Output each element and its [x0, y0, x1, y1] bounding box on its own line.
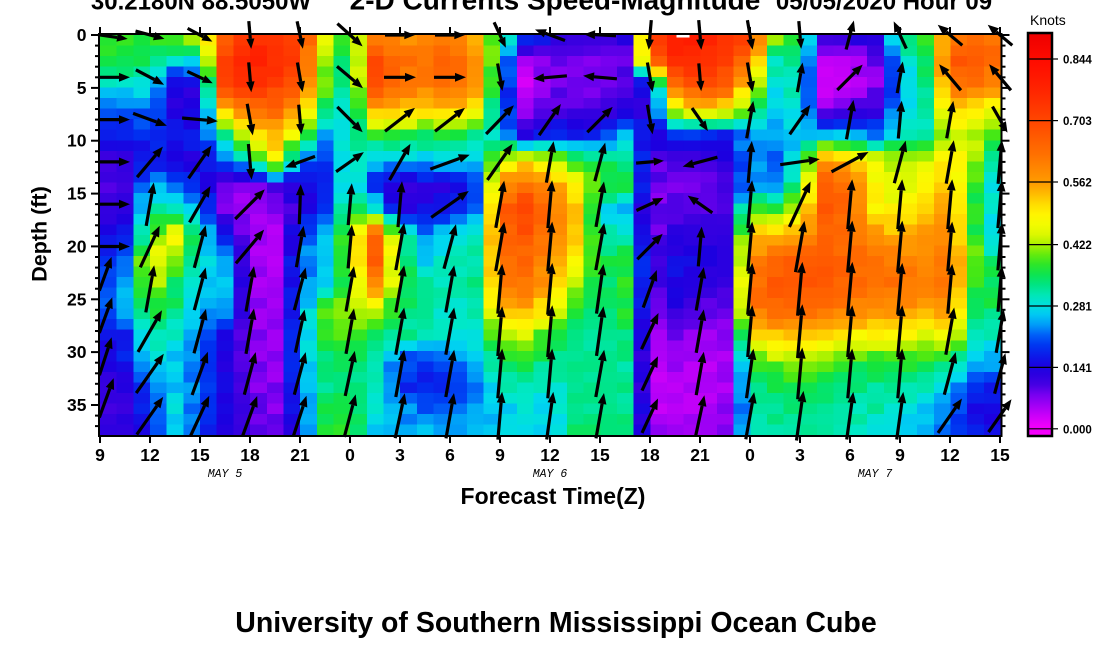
svg-text:12: 12 — [540, 445, 560, 465]
svg-text:0.281: 0.281 — [1063, 302, 1092, 314]
svg-text:21: 21 — [290, 445, 310, 465]
svg-text:0.844: 0.844 — [1063, 55, 1092, 67]
svg-text:05/05/2020 Hour 09: 05/05/2020 Hour 09 — [776, 0, 992, 16]
svg-text:University of Southern Mississ: University of Southern Mississippi Ocean… — [235, 607, 876, 639]
svg-text:35: 35 — [67, 395, 87, 415]
svg-text:6: 6 — [845, 445, 855, 465]
svg-text:0.000: 0.000 — [1063, 424, 1092, 436]
svg-text:15: 15 — [590, 445, 610, 465]
svg-text:0.562: 0.562 — [1063, 178, 1092, 190]
svg-text:9: 9 — [495, 445, 505, 465]
svg-text:0: 0 — [745, 445, 755, 465]
svg-text:MAY 6: MAY 6 — [533, 468, 568, 481]
svg-text:2-D Currents Speed-Magnitude: 2-D Currents Speed-Magnitude — [350, 0, 761, 16]
svg-text:9: 9 — [895, 445, 905, 465]
svg-text:Knots: Knots — [1030, 12, 1066, 28]
svg-text:12: 12 — [940, 445, 960, 465]
svg-text:MAY 5: MAY 5 — [208, 468, 243, 481]
svg-text:10: 10 — [67, 131, 87, 151]
svg-text:0.703: 0.703 — [1063, 116, 1092, 128]
svg-text:Forecast Time(Z): Forecast Time(Z) — [461, 483, 646, 509]
svg-text:30: 30 — [67, 342, 87, 362]
svg-text:5: 5 — [77, 78, 87, 98]
svg-text:0.422: 0.422 — [1063, 240, 1092, 252]
svg-text:6: 6 — [445, 445, 455, 465]
svg-text:0: 0 — [77, 25, 87, 45]
svg-text:21: 21 — [690, 445, 710, 465]
svg-text:3: 3 — [395, 445, 405, 465]
svg-text:3: 3 — [795, 445, 805, 465]
svg-text:MAY 7: MAY 7 — [858, 468, 893, 481]
svg-text:15: 15 — [190, 445, 210, 465]
svg-text:12: 12 — [140, 445, 160, 465]
svg-text:Depth (ft): Depth (ft) — [28, 186, 52, 282]
svg-text:15: 15 — [67, 184, 87, 204]
svg-text:25: 25 — [67, 289, 87, 309]
svg-text:18: 18 — [640, 445, 660, 465]
svg-text:0.141: 0.141 — [1063, 363, 1092, 375]
svg-text:18: 18 — [240, 445, 260, 465]
svg-text:0: 0 — [345, 445, 355, 465]
svg-text:20: 20 — [67, 236, 87, 256]
svg-text:30.2180N 88.5050W: 30.2180N 88.5050W — [91, 0, 312, 16]
svg-text:15: 15 — [990, 445, 1010, 465]
svg-text:9: 9 — [95, 445, 105, 465]
